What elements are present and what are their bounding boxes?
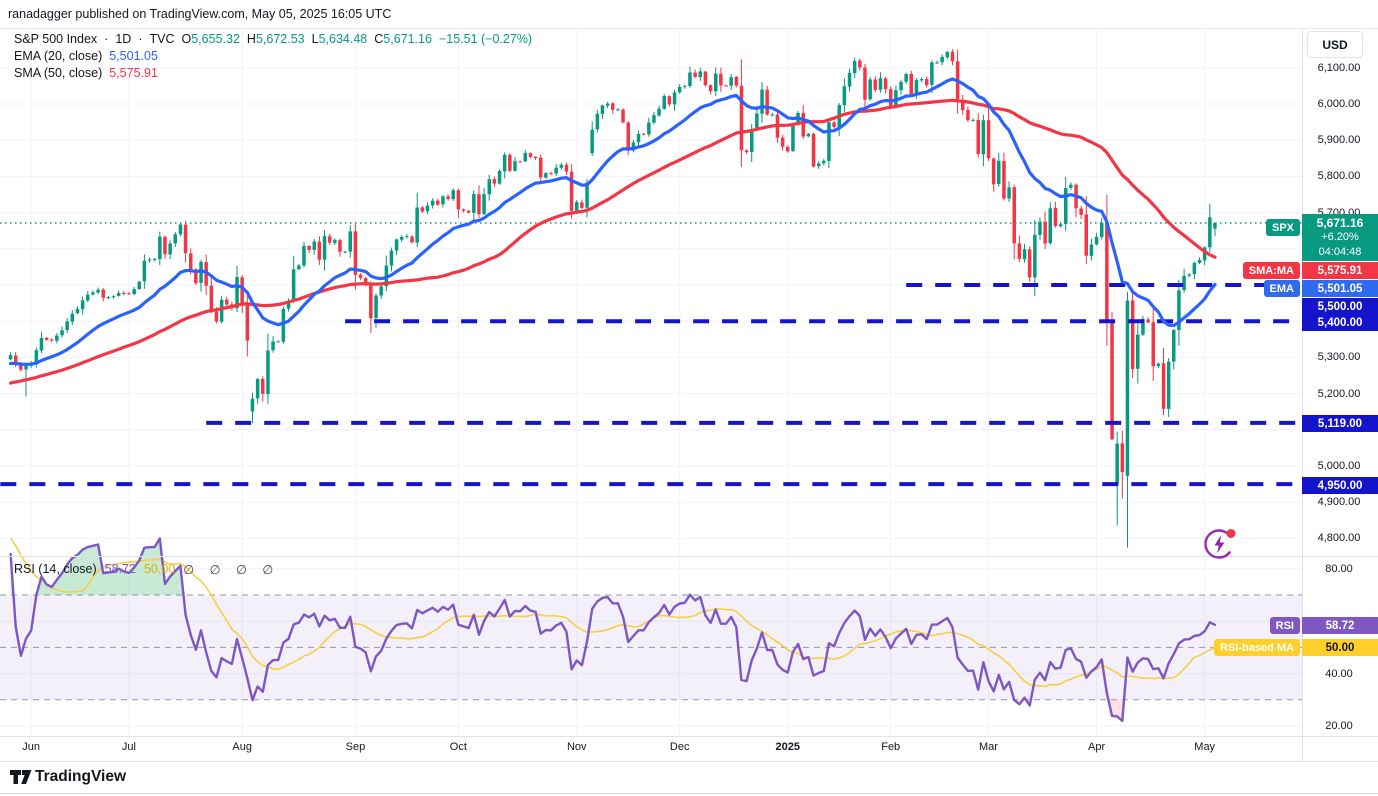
time-axis-label: Nov — [566, 741, 587, 753]
ema-20-line — [9, 77, 1217, 366]
sma-legend-label[interactable]: SMA (50, close) — [14, 66, 103, 80]
grid — [0, 28, 1302, 736]
divider — [0, 793, 1378, 794]
open-value: 5,655.32 — [191, 32, 240, 46]
rsi-scale-tick: 80.00 — [1325, 562, 1353, 575]
rsi-scale-tick: 20.00 — [1325, 720, 1353, 732]
interval-label[interactable]: 1D — [115, 32, 132, 46]
time-axis-label: Apr — [1088, 741, 1106, 753]
level-badge-5500: 5,500.00 — [1302, 298, 1378, 315]
symbol-legend[interactable]: S&P 500 Index · 1D · TVC O5,655.32 H5,67… — [14, 32, 533, 80]
notification-dot — [1226, 529, 1236, 538]
close-value: 5,671.16 — [383, 32, 432, 46]
time-axis-label: Dec — [669, 741, 690, 753]
time-axis-label: Aug — [232, 741, 252, 753]
time-axis-label: Oct — [449, 741, 467, 753]
rsi-line — [9, 537, 1217, 722]
price-scale-tick: 4,800.00 — [1317, 532, 1361, 545]
flash-icon[interactable] — [1202, 526, 1238, 562]
countdown-badge: 04:04:48 — [1318, 245, 1362, 258]
tradingview-logo-icon[interactable] — [9, 767, 33, 787]
rsi-legend[interactable]: RSI (14, close) 58.72 50.00 ∅ ∅ ∅ ∅ — [14, 562, 279, 577]
exchange-label: TVC — [149, 32, 175, 46]
price-scale-tick: 6,100.00 — [1317, 61, 1361, 74]
ema-legend-label[interactable]: EMA (20, close) — [14, 49, 103, 63]
low-value: 5,634.48 — [318, 32, 368, 46]
price-scale-tick: 5,300.00 — [1317, 351, 1361, 364]
time-axis-label: Sep — [345, 741, 366, 753]
main-chart[interactable] — [0, 28, 1302, 736]
rsi-overbought-fill — [36, 538, 184, 595]
time-axis-label: 2025 — [775, 741, 801, 753]
time-axis-label: Mar — [979, 741, 998, 753]
sma-50-line — [9, 98, 1217, 385]
level-badge-5119: 5,119.00 — [1302, 415, 1378, 432]
divider — [0, 736, 1378, 737]
rsi-pill: RSI — [1269, 617, 1300, 634]
rsi-legend-value: 58.72 — [104, 562, 136, 576]
change-percent-badge: +6.20% — [1321, 231, 1359, 244]
rsi-scale-tick: 40.00 — [1325, 667, 1353, 680]
time-axis-label: Jul — [121, 741, 136, 753]
price-scale-tick: 5,000.00 — [1317, 460, 1361, 472]
sma-legend-value: 5,575.91 — [109, 66, 158, 80]
published-header: ranadagger published on TradingView.com,… — [8, 7, 392, 21]
currency-toggle-button[interactable]: USD — [1307, 31, 1363, 58]
time-axis-label: Feb — [881, 741, 901, 753]
divider — [0, 28, 1378, 29]
ema-legend-value: 5,501.05 — [109, 49, 158, 63]
rsi-ma-legend-value: 50.00 — [143, 562, 176, 576]
rsi-legend-empty-values: ∅ ∅ ∅ ∅ — [183, 563, 280, 577]
price-scale-tick: 5,900.00 — [1317, 134, 1361, 147]
rsi-ma-value-badge: 50.00 — [1302, 639, 1378, 656]
last-price-badge: 5,671.16 +6.20% 04:04:48 — [1302, 214, 1378, 261]
price-scale-tick: 5,200.00 — [1317, 387, 1361, 400]
level-badge-5400: 5,400.00 — [1302, 314, 1378, 331]
change-value: −15.51 (−0.27%) — [438, 32, 533, 46]
spx-pill: SPX — [1265, 219, 1300, 236]
time-axis-label: May — [1194, 741, 1216, 753]
price-scale-tick: 6,000.00 — [1317, 98, 1361, 110]
price-scale-tick: 4,900.00 — [1317, 496, 1361, 509]
ema-pill: EMA — [1263, 280, 1300, 297]
symbol-title[interactable]: S&P 500 Index — [14, 32, 98, 46]
rsi-based-ma-line — [9, 537, 1216, 688]
sma-pill: SMA:MA — [1242, 262, 1300, 279]
time-axis-label: Jun — [22, 741, 41, 753]
rsi-ma-pill: RSI-based MA — [1214, 639, 1300, 656]
divider — [1302, 28, 1303, 761]
rsi-value-badge: 58.72 — [1302, 617, 1378, 634]
high-value: 5,672.53 — [255, 32, 305, 46]
support-resistance-lines[interactable] — [0, 283, 1302, 487]
rsi-legend-label[interactable]: RSI (14, close) — [14, 562, 97, 576]
candles — [8, 49, 1217, 548]
divider — [0, 761, 1378, 762]
ema-value-badge: 5,501.05 — [1302, 280, 1378, 297]
tradingview-logo-text[interactable]: TradingView — [35, 768, 127, 785]
sma-value-badge: 5,575.91 — [1302, 262, 1378, 279]
price-scale-tick: 5,800.00 — [1317, 170, 1361, 183]
level-badge-4950: 4,950.00 — [1302, 477, 1378, 494]
lightning-bolt-icon — [1214, 535, 1225, 554]
pane-separator[interactable] — [0, 556, 1378, 557]
